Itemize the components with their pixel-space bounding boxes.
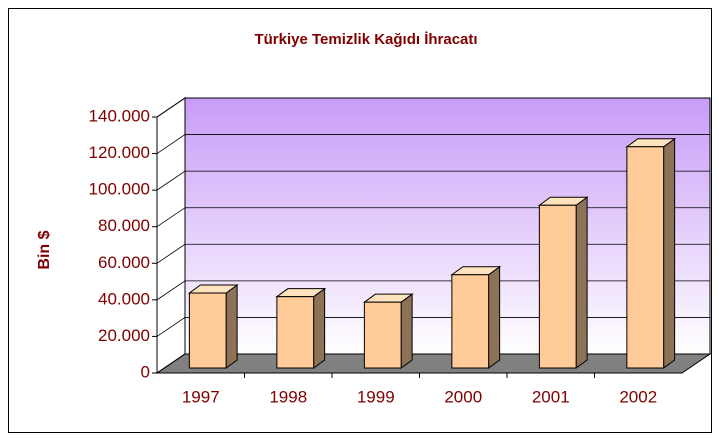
- bar-side: [313, 287, 326, 369]
- y-tick-label: 140.000: [89, 106, 150, 125]
- x-tick-label: 1999: [357, 387, 395, 406]
- bar-side: [400, 293, 413, 369]
- y-axis-label: Bin $: [36, 230, 53, 269]
- chart-title: Türkiye Temizlik Kağıdı İhracatı: [254, 31, 477, 48]
- bar: [188, 292, 227, 369]
- y-tick-label: 0: [141, 362, 150, 381]
- grid-line: [156, 170, 710, 191]
- bar: [276, 296, 315, 369]
- bar: [538, 204, 577, 369]
- bar-side: [488, 265, 501, 369]
- bar-side: [663, 137, 676, 369]
- y-tick-label: 20.000: [98, 326, 150, 345]
- y-tick-label: 120.000: [89, 143, 150, 162]
- grid-line: [156, 317, 710, 337]
- bar: [451, 274, 490, 369]
- grid-line: [156, 280, 710, 301]
- y-tick-label: 60.000: [98, 253, 150, 272]
- x-tick-label: 1997: [182, 387, 220, 406]
- bar-side: [225, 284, 238, 369]
- y-tick-label: 80.000: [98, 216, 150, 235]
- bar: [626, 146, 665, 369]
- x-tick-label: 2000: [444, 387, 482, 406]
- grid-line: [156, 243, 710, 264]
- x-tick-label: 2001: [532, 387, 570, 406]
- grid-line: [156, 207, 710, 228]
- grid-line: [156, 97, 710, 118]
- grid-line: [156, 134, 710, 154]
- x-tick-label: 2002: [619, 387, 657, 406]
- bar-side: [575, 196, 588, 369]
- bar: [363, 301, 402, 369]
- grid-line: [156, 353, 710, 374]
- y-tick-label: 100.000: [89, 180, 150, 199]
- x-tick-label: 1998: [269, 387, 307, 406]
- y-tick-label: 40.000: [98, 289, 150, 308]
- side-wall: [156, 97, 186, 374]
